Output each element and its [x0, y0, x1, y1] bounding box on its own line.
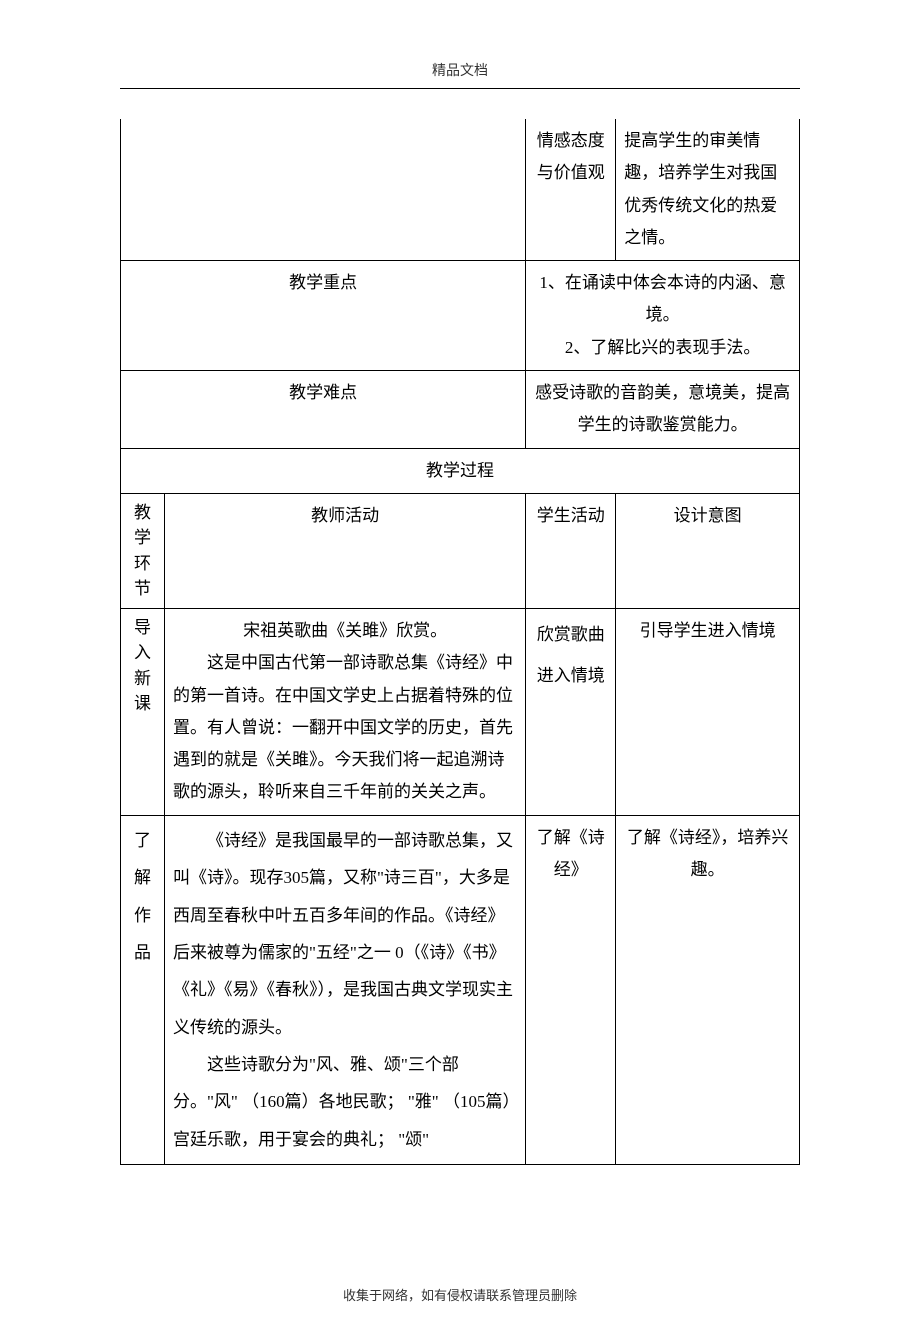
- student-intro: 欣赏歌曲 进入情境: [526, 608, 616, 815]
- student-understand: 了解《诗经》: [526, 815, 616, 1165]
- keypoint-line1: 1、在诵读中体会本诗的内涵、意境。: [534, 267, 791, 332]
- objective-label: 情感态度与价值观: [526, 119, 616, 261]
- difficulty-content: 感受诗歌的音韵美，意境美，提高学生的诗歌鉴赏能力。: [526, 371, 800, 449]
- empty-cell: [121, 119, 526, 261]
- keypoint-label: 教学重点: [121, 261, 526, 371]
- intent-understand: 了解《诗经》，培养兴趣。: [616, 815, 800, 1165]
- col-header-teacher: 教师活动: [164, 493, 525, 608]
- intro-line1: 宋祖英歌曲《关雎》欣赏。: [173, 615, 517, 647]
- table-row: 了解作品 《诗经》是我国最早的一部诗歌总集，又叫《诗》。现存305篇，又称"诗三…: [121, 815, 800, 1165]
- page-footer: 收集于网络，如有侵权请联系管理员删除: [120, 1285, 800, 1304]
- keypoint-content: 1、在诵读中体会本诗的内涵、意境。 2、了解比兴的表现手法。: [526, 261, 800, 371]
- stage-understand: 了解作品: [121, 815, 165, 1165]
- header-divider: [120, 88, 800, 89]
- col-header-stage: 教学环节: [121, 493, 165, 608]
- understand-p2: 这些诗歌分为"风、雅、颂"三个部分。"风" （160篇）各地民歌； "雅" （1…: [173, 1046, 517, 1158]
- table-row: 教学重点 1、在诵读中体会本诗的内涵、意境。 2、了解比兴的表现手法。: [121, 261, 800, 371]
- keypoint-line2: 2、了解比兴的表现手法。: [534, 332, 791, 364]
- table-row: 情感态度与价值观 提高学生的审美情趣，培养学生对我国优秀传统文化的热爱之情。: [121, 119, 800, 261]
- col-header-student: 学生活动: [526, 493, 616, 608]
- teacher-understand: 《诗经》是我国最早的一部诗歌总集，又叫《诗》。现存305篇，又称"诗三百"，大多…: [164, 815, 525, 1165]
- col-header-intent: 设计意图: [616, 493, 800, 608]
- stage-intro: 导入新课: [121, 608, 165, 815]
- student-intro-l2: 进入情境: [534, 656, 607, 697]
- intro-line2: 这是中国古代第一部诗歌总集《诗经》中的第一首诗。在中国文学史上占据着特殊的位置。…: [173, 647, 517, 808]
- table-row: 教学环节 教师活动 学生活动 设计意图: [121, 493, 800, 608]
- difficulty-label: 教学难点: [121, 371, 526, 449]
- lesson-plan-table: 情感态度与价值观 提高学生的审美情趣，培养学生对我国优秀传统文化的热爱之情。 教…: [120, 119, 800, 1165]
- understand-p1: 《诗经》是我国最早的一部诗歌总集，又叫《诗》。现存305篇，又称"诗三百"，大多…: [173, 822, 517, 1046]
- intent-intro: 引导学生进入情境: [616, 608, 800, 815]
- teacher-intro: 宋祖英歌曲《关雎》欣赏。 这是中国古代第一部诗歌总集《诗经》中的第一首诗。在中国…: [164, 608, 525, 815]
- table-row: 教学过程: [121, 448, 800, 493]
- process-title: 教学过程: [121, 448, 800, 493]
- student-intro-l1: 欣赏歌曲: [534, 615, 607, 656]
- objective-content: 提高学生的审美情趣，培养学生对我国优秀传统文化的热爱之情。: [616, 119, 800, 261]
- page-header: 精品文档: [120, 60, 800, 80]
- table-row: 教学难点 感受诗歌的音韵美，意境美，提高学生的诗歌鉴赏能力。: [121, 371, 800, 449]
- table-row: 导入新课 宋祖英歌曲《关雎》欣赏。 这是中国古代第一部诗歌总集《诗经》中的第一首…: [121, 608, 800, 815]
